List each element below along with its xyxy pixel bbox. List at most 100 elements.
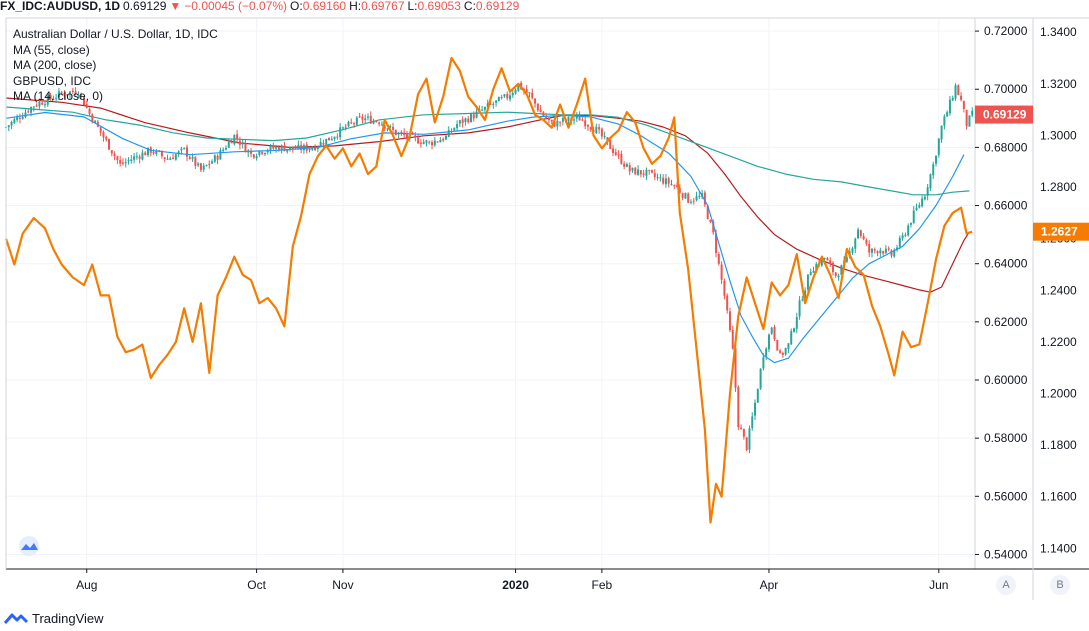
candle-body <box>163 157 166 159</box>
candle-body <box>664 178 667 185</box>
candle-body <box>133 156 136 160</box>
candle-body <box>511 92 514 96</box>
candle-body <box>628 165 631 172</box>
candle-body <box>737 386 740 428</box>
candle-body <box>258 151 261 156</box>
candle-body <box>431 142 434 146</box>
candle-body <box>405 134 408 138</box>
symbol-label[interactable]: FX_IDC:AUDUSD, 1D <box>0 0 121 13</box>
candle-body <box>425 140 428 143</box>
candle-body <box>689 201 692 203</box>
brand-name[interactable]: TradingView <box>32 610 104 626</box>
candle-body <box>224 148 227 150</box>
low-label: L: <box>407 0 418 13</box>
candle-body <box>197 163 200 166</box>
candle-body <box>857 229 860 239</box>
open-label: O: <box>290 0 303 13</box>
candle-body <box>213 155 216 162</box>
candle-body <box>684 192 687 199</box>
candle-body <box>887 248 890 250</box>
candle-body <box>687 193 690 203</box>
last-price-badge-text: 0.69129 <box>983 108 1027 122</box>
candle-body <box>748 428 751 450</box>
candle-body <box>417 137 420 144</box>
candle-body <box>692 200 695 202</box>
candle-body <box>27 111 30 113</box>
candle-body <box>809 272 812 276</box>
price-badges: 0.69129 1.2627 <box>975 105 1089 241</box>
candle-body <box>333 136 336 140</box>
candle-body <box>119 159 122 164</box>
secondary-tick-label: 1.2800 <box>1040 180 1077 194</box>
candle-body <box>250 151 253 154</box>
open-value: 0.69160 <box>302 0 347 13</box>
candle-body <box>651 170 653 173</box>
candle-body <box>308 148 311 151</box>
candle-body <box>16 116 19 121</box>
candle-body <box>472 114 475 119</box>
candle-body <box>715 233 718 253</box>
candle-body <box>30 107 33 113</box>
candle-body <box>559 121 562 123</box>
candle-body <box>366 116 369 118</box>
candle-body <box>907 225 910 236</box>
legend-ma55[interactable]: MA (55, close) <box>13 42 90 57</box>
candle-body <box>648 169 651 171</box>
candle-body <box>915 207 918 210</box>
candle-body <box>261 151 264 154</box>
candle-body <box>475 111 478 118</box>
candle-body <box>378 122 381 125</box>
candle-body <box>762 357 765 369</box>
legend-ma200[interactable]: MA (200, close) <box>13 58 97 72</box>
candle-body <box>41 102 44 105</box>
candle-body <box>525 89 528 93</box>
candle-body <box>940 125 943 140</box>
candle-body <box>812 271 815 273</box>
legend-main-series[interactable]: Australian Dollar / U.S. Dollar, 1D, IDC <box>13 27 218 41</box>
candle-body <box>116 156 119 160</box>
candle-body <box>637 169 640 176</box>
legend-ma14[interactable]: MA (14, close, 0) <box>13 89 104 103</box>
tradingview-logo-icon[interactable] <box>4 610 28 626</box>
candle-body <box>219 150 222 160</box>
candle-body <box>74 91 77 95</box>
price-tick-label: 0.66000 <box>984 199 1028 213</box>
candle-body <box>202 165 205 170</box>
candle-body <box>7 125 10 128</box>
candle-body <box>110 150 113 154</box>
candle-body <box>514 89 517 94</box>
candle-body <box>141 152 144 160</box>
candle-body <box>728 311 731 331</box>
candle-body <box>85 104 88 108</box>
secondary-tick-label: 1.3000 <box>1040 128 1077 142</box>
secondary-scale-button[interactable]: B <box>1050 575 1070 595</box>
candle-body <box>673 185 676 187</box>
candle-body <box>553 121 556 127</box>
candle-body <box>751 416 754 429</box>
candle-body <box>851 248 854 253</box>
candle-body <box>698 196 701 198</box>
candle-body <box>88 108 91 115</box>
candle-body <box>183 147 186 149</box>
candle-body <box>428 141 431 143</box>
candle-body <box>634 167 637 175</box>
auto-scale-button[interactable]: A <box>996 575 1016 595</box>
candle-body <box>442 138 445 141</box>
secondary-tick-label: 1.2200 <box>1040 335 1077 349</box>
candle-body <box>63 93 66 96</box>
candle-body <box>670 184 673 186</box>
candle-body <box>678 188 681 193</box>
candle-body <box>283 145 286 152</box>
candle-body <box>495 100 498 103</box>
candle-body <box>102 131 105 138</box>
secondary-price-axis: 1.34001.32001.30001.28001.26001.24001.22… <box>1040 25 1077 555</box>
price-tick-label: 0.54000 <box>984 547 1028 561</box>
candle-body <box>954 85 957 99</box>
cloud-icon[interactable] <box>14 535 44 557</box>
candle-body <box>865 239 868 244</box>
candle-body <box>372 120 375 124</box>
secondary-tick-label: 1.1400 <box>1040 541 1077 555</box>
candles <box>5 80 974 454</box>
legend-gbpusd[interactable]: GBPUSD, IDC <box>13 73 92 88</box>
